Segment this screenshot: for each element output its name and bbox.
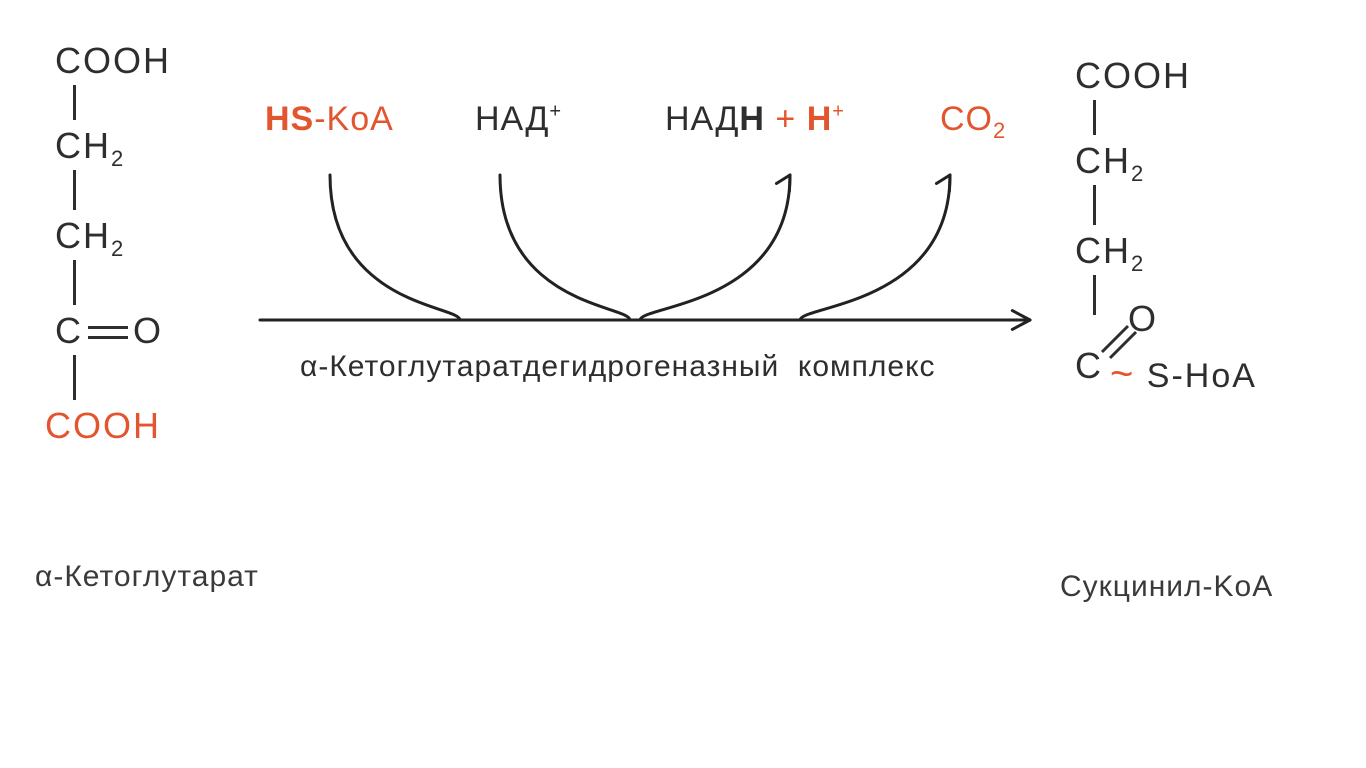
reaction-diagram: COOH CH2 CH2 C O COOH α-Кетоглутарат COO… [0,0,1366,768]
arrows-svg [0,0,1366,768]
